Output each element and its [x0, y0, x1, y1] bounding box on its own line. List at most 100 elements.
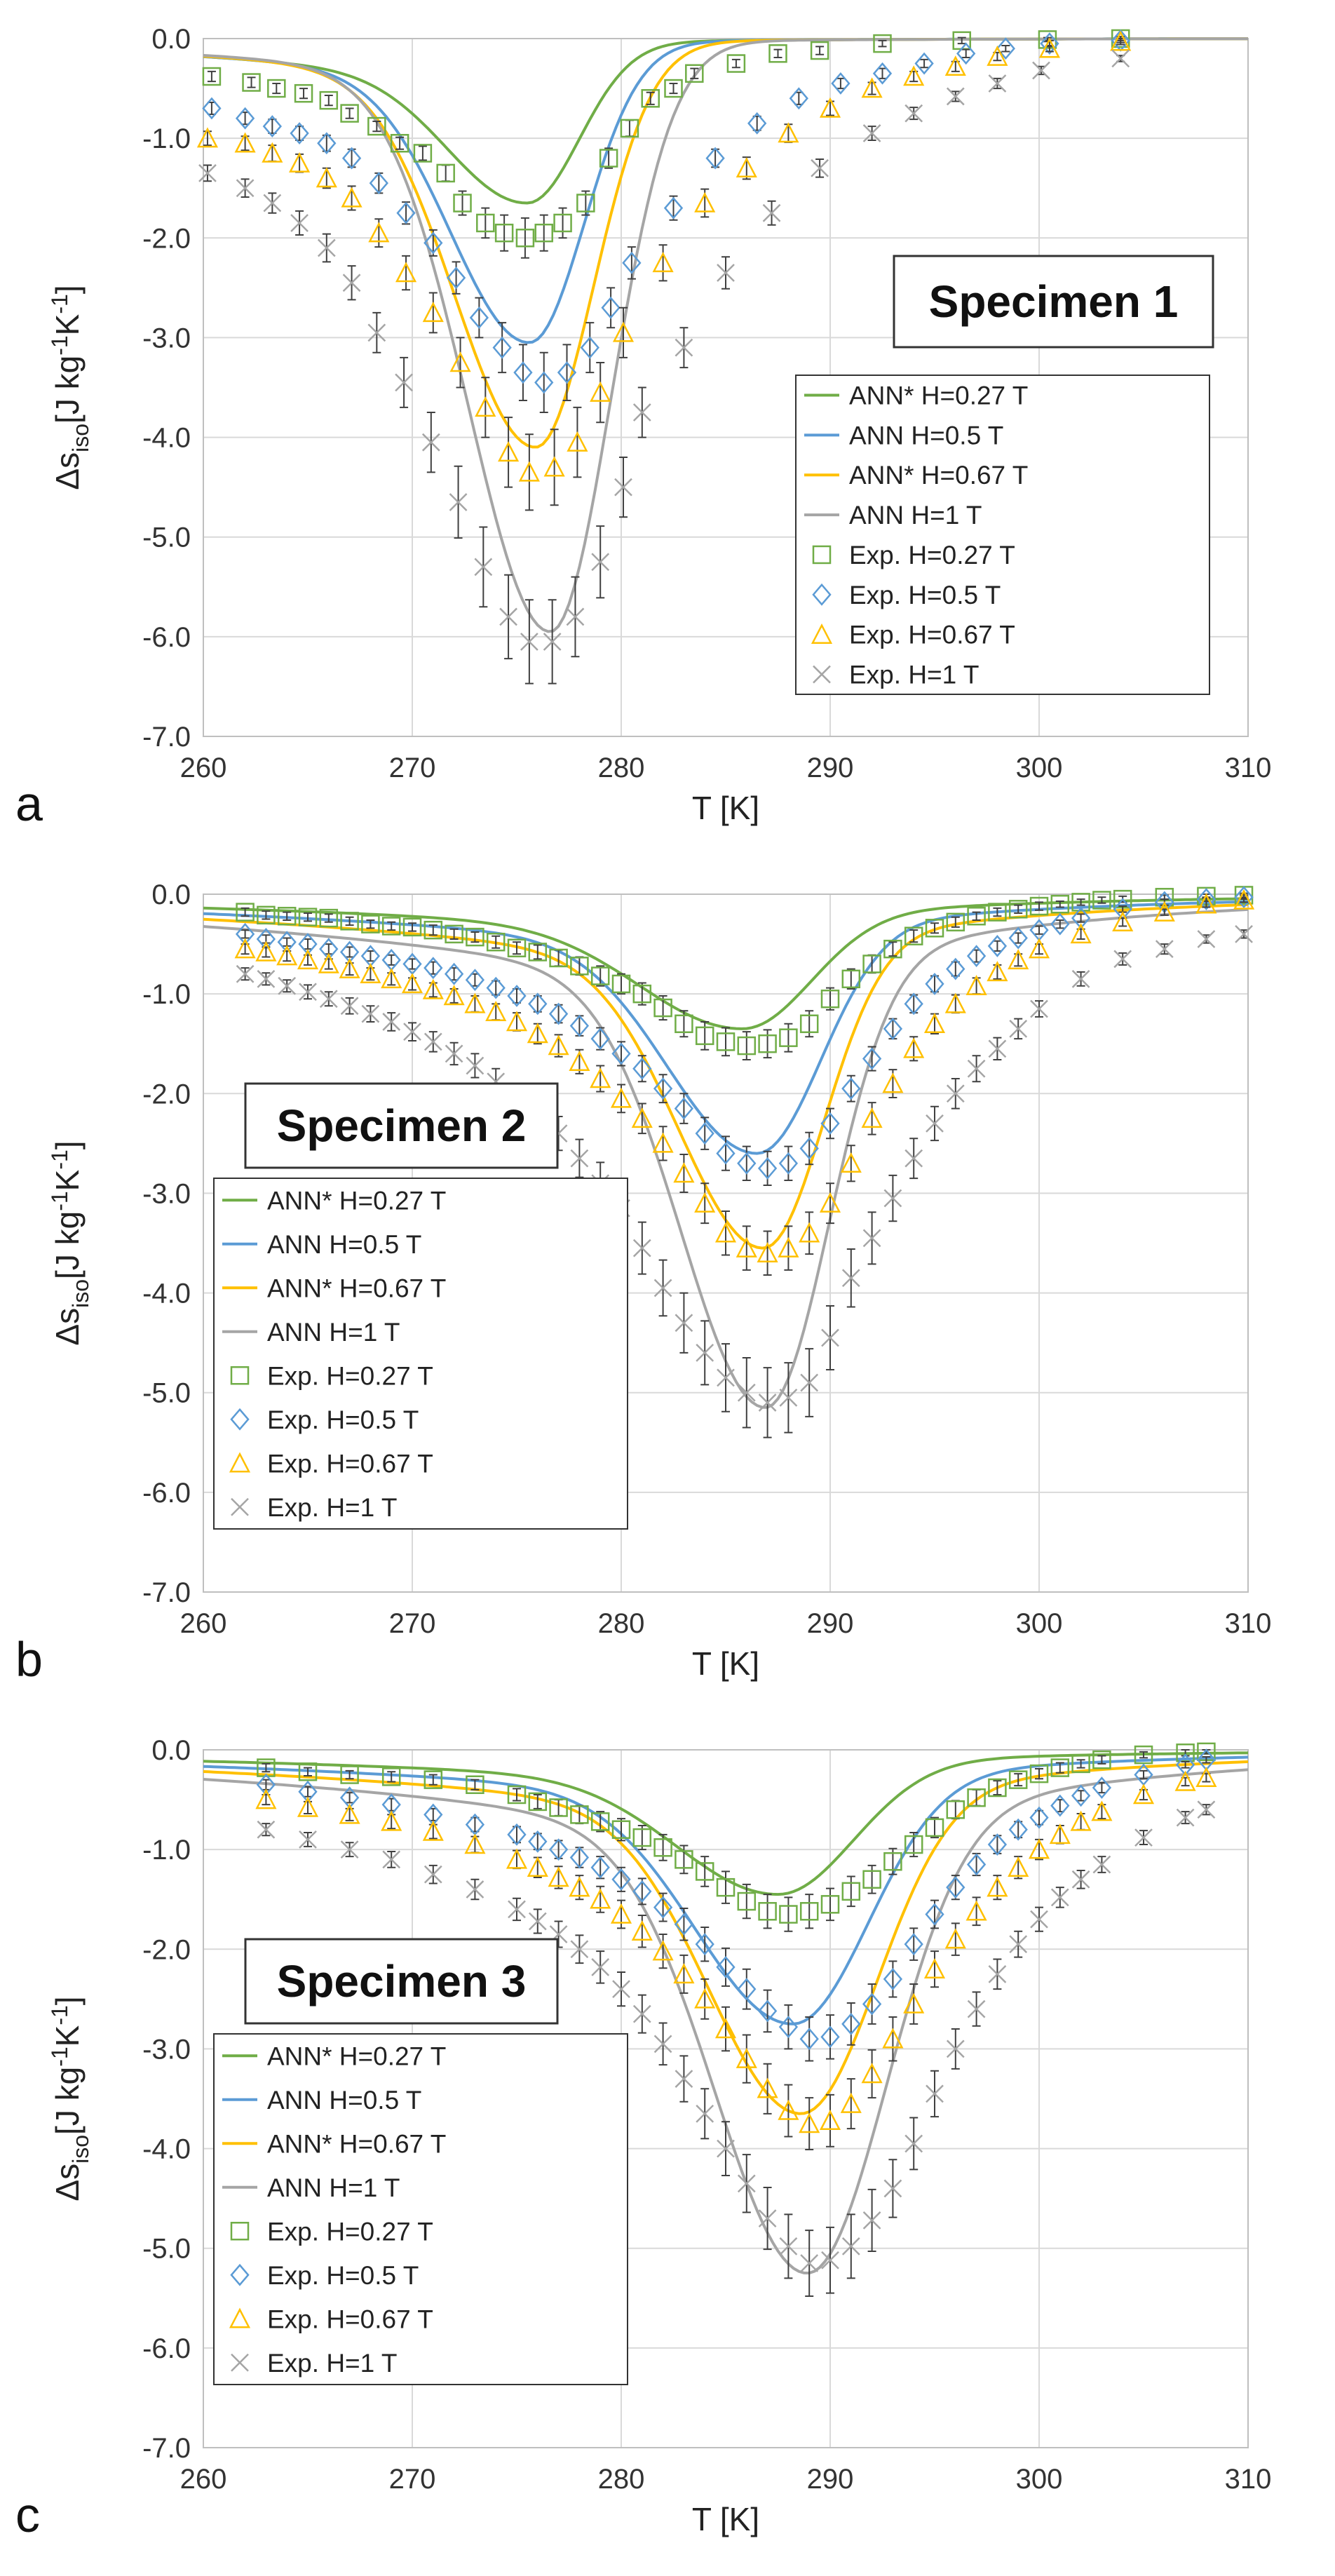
- data-point: [925, 1818, 944, 1837]
- error-bar: [1202, 1755, 1211, 1764]
- error-bar: [513, 1826, 521, 1844]
- data-point: [466, 1775, 484, 1794]
- error-bar: [1014, 1821, 1023, 1839]
- data-point: [202, 67, 222, 86]
- data-point: [567, 431, 588, 452]
- y-tick-label: -5.0: [142, 522, 191, 553]
- data-point: [714, 2018, 737, 2039]
- data-point: [528, 1830, 548, 1853]
- error-bar: [562, 344, 571, 401]
- error-bar: [606, 287, 616, 329]
- data-point: [653, 1838, 672, 1857]
- data-point: [1071, 1754, 1090, 1774]
- y-axis-label-part: K: [49, 313, 86, 335]
- error-bar: [888, 2016, 897, 2062]
- legend-marker-swatch: [230, 1408, 250, 1431]
- data-point: [903, 1992, 925, 2014]
- data-point: [277, 907, 297, 926]
- error-bar: [604, 147, 614, 169]
- data-point: [340, 1840, 359, 1859]
- data-point: [987, 961, 1008, 982]
- error-bar: [345, 1807, 354, 1821]
- data-point: [1134, 1828, 1153, 1847]
- error-bar: [520, 217, 529, 259]
- error-bar: [1097, 1781, 1106, 1794]
- data-point: [944, 992, 966, 1013]
- data-point: [831, 72, 851, 95]
- error-bar: [295, 153, 304, 173]
- data-point: [590, 1888, 611, 1909]
- error-bar: [1035, 1809, 1043, 1826]
- error-bar: [1076, 1812, 1085, 1830]
- data-point: [341, 147, 362, 170]
- data-point: [566, 607, 585, 626]
- data-point: [236, 903, 255, 922]
- data-point: [736, 2047, 757, 2068]
- data-point: [778, 122, 799, 143]
- data-point: [988, 903, 1007, 922]
- data-point: [821, 1328, 839, 1347]
- error-bar: [1035, 925, 1043, 935]
- data-point: [736, 1236, 757, 1257]
- x-tick-label: 280: [598, 1608, 645, 1639]
- error-bar: [669, 82, 678, 95]
- error-bar: [930, 922, 939, 934]
- error-bar: [784, 2084, 793, 2138]
- data-point: [1195, 1767, 1217, 1788]
- data-point: [549, 1798, 568, 1817]
- legend-entry: Exp. H=0.27 T: [849, 541, 1015, 569]
- y-tick-label: -1.0: [142, 123, 191, 154]
- legend-entry: Exp. H=0.27 T: [267, 1361, 433, 1390]
- error-bar: [1097, 1804, 1106, 1820]
- data-point: [695, 1026, 714, 1046]
- data-point: [737, 1152, 757, 1175]
- data-point: [443, 985, 465, 1006]
- data-point: [317, 238, 336, 257]
- error-bar: [428, 292, 438, 334]
- data-point: [1196, 888, 1217, 911]
- data-point: [340, 912, 359, 931]
- data-point: [590, 1856, 610, 1879]
- error-bar: [585, 322, 595, 374]
- data-point: [779, 1388, 798, 1407]
- data-point: [903, 1037, 925, 1058]
- error-bar: [533, 1023, 542, 1045]
- error-bar: [533, 1833, 542, 1851]
- data-point: [841, 969, 861, 989]
- data-point: [675, 1850, 693, 1869]
- data-point: [904, 1149, 923, 1168]
- error-bar: [345, 1769, 354, 1780]
- data-point: [340, 104, 359, 123]
- data-point: [1038, 37, 1060, 58]
- y-tick-label: -6.0: [142, 2333, 191, 2364]
- data-point: [612, 321, 635, 342]
- data-point: [361, 1004, 380, 1023]
- data-point: [820, 2025, 840, 2049]
- data-point: [1197, 930, 1216, 948]
- error-bar: [867, 1102, 876, 1135]
- data-point: [872, 62, 893, 85]
- data-point: [819, 1192, 841, 1213]
- error-bar: [596, 1811, 605, 1833]
- error-bar: [658, 1933, 668, 1969]
- data-point: [1111, 49, 1130, 68]
- exp-series-h05: [202, 29, 1130, 414]
- data-point: [422, 1820, 444, 1841]
- error-bar: [481, 377, 490, 438]
- error-bar: [268, 119, 277, 135]
- data-point: [289, 151, 311, 173]
- legend-entry: ANN H=0.5 T: [267, 2086, 421, 2115]
- x-tick-label: 270: [389, 2464, 436, 2495]
- error-bar: [345, 916, 354, 926]
- error-bar: [836, 77, 845, 90]
- error-bar: [322, 167, 331, 189]
- error-bar: [441, 164, 450, 182]
- chart-panel-c: 260 270 280 290 300 310 0.0 -1.0 -2.0 -3.0 -4.0 -5.…: [0, 1711, 1335, 2553]
- data-point: [294, 83, 313, 103]
- error-bar: [322, 134, 331, 152]
- data-point: [695, 1862, 714, 1881]
- error-bar: [1055, 1762, 1064, 1774]
- legend-marker-swatch: [230, 2222, 250, 2241]
- x-tick-label: 270: [389, 1608, 436, 1639]
- error-bar: [742, 1145, 751, 1181]
